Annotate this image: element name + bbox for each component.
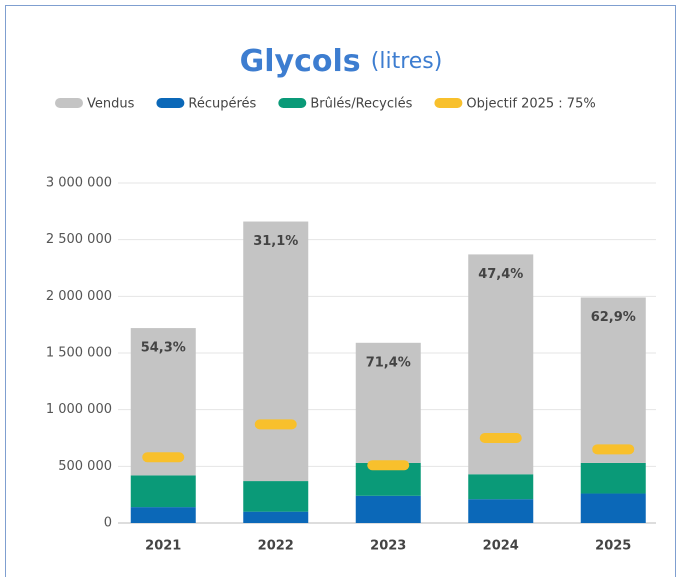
bar-label: 54,3% [141, 341, 186, 356]
bar-segment [355, 342, 421, 463]
bar-segment [580, 493, 646, 523]
legend-label: Brûlés/Recyclés [310, 97, 412, 112]
y-tick-label: 3 000 000 [46, 176, 112, 191]
chart-title: Glycols [240, 44, 361, 79]
legend-swatch [434, 98, 463, 108]
y-tick-label: 1 000 000 [46, 402, 112, 417]
legend-label: Objectif 2025 : 75% [466, 97, 595, 112]
bar-segment [580, 297, 646, 463]
bar-segment [243, 511, 309, 523]
legend-label: Vendus [87, 97, 135, 112]
legend-label: Récupérés [188, 97, 256, 112]
bar-segment [130, 328, 196, 476]
bar-segment [243, 221, 309, 482]
x-tick-label: 2021 [145, 539, 181, 554]
bar-label: 47,4% [478, 267, 523, 282]
legend-swatch [156, 98, 185, 108]
x-tick-label: 2023 [370, 539, 406, 554]
y-tick-label: 0 [104, 516, 112, 531]
x-tick-label: 2025 [595, 539, 631, 554]
y-tick-label: 500 000 [58, 459, 112, 474]
bar-label: 71,4% [366, 355, 411, 370]
bar-segment [355, 495, 421, 523]
bar-label: 31,1% [253, 234, 298, 249]
bar-segment [468, 474, 534, 500]
y-tick-label: 1 500 000 [46, 346, 112, 361]
legend-swatch [278, 98, 307, 108]
bar-segment [580, 462, 646, 494]
card [5, 5, 676, 577]
bar-segment [468, 499, 534, 523]
chart-title-group: Glycols (litres) [240, 44, 443, 79]
y-tick-label: 2 000 000 [46, 289, 112, 304]
bar-segment [130, 507, 196, 523]
x-tick-label: 2024 [483, 539, 519, 554]
y-tick-label: 2 500 000 [46, 232, 112, 247]
legend-swatch [55, 98, 83, 108]
bar-segment [130, 475, 196, 508]
bar-label: 62,9% [591, 310, 636, 325]
chart-subtitle: (litres) [371, 49, 443, 74]
x-tick-label: 2022 [258, 539, 294, 554]
bar-segment [243, 481, 309, 512]
